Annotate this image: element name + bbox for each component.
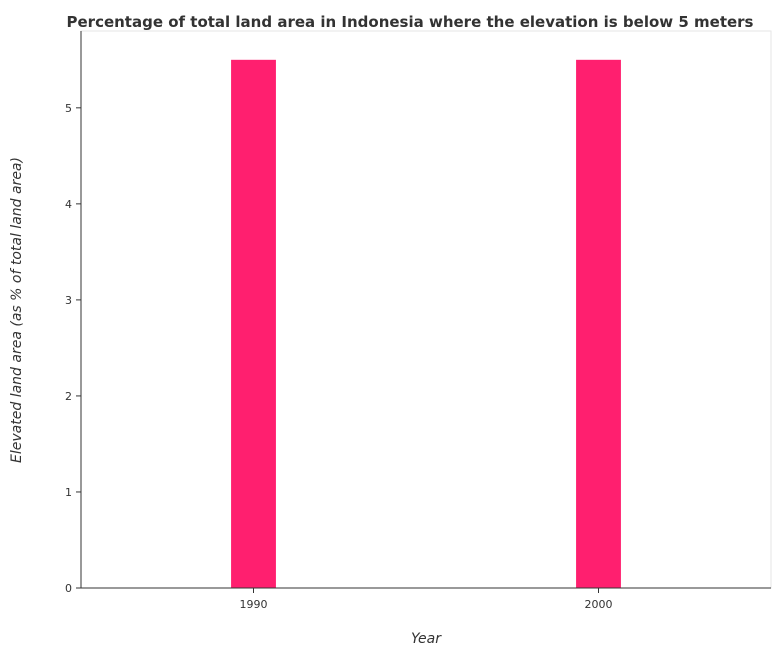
chart-title: Percentage of total land area in Indones… <box>67 13 754 31</box>
y-tick-label: 5 <box>65 102 72 115</box>
y-axis-ticks: 0 1 2 3 4 5 <box>65 102 81 595</box>
y-tick-label: 0 <box>65 582 72 595</box>
y-tick-label: 4 <box>65 198 72 211</box>
bar-2000 <box>576 59 621 588</box>
bars-group <box>231 59 621 588</box>
y-tick-label: 1 <box>65 486 72 499</box>
x-axis-ticks: 1990 2000 <box>240 588 613 611</box>
x-axis-label: Year <box>411 631 442 647</box>
y-tick-label: 2 <box>65 390 72 403</box>
y-axis-label: Elevated land area (as % of total land a… <box>9 157 25 463</box>
x-tick-label: 2000 <box>585 598 613 611</box>
bar-1990 <box>231 59 276 588</box>
y-tick-label: 3 <box>65 294 72 307</box>
x-tick-label: 1990 <box>240 598 268 611</box>
